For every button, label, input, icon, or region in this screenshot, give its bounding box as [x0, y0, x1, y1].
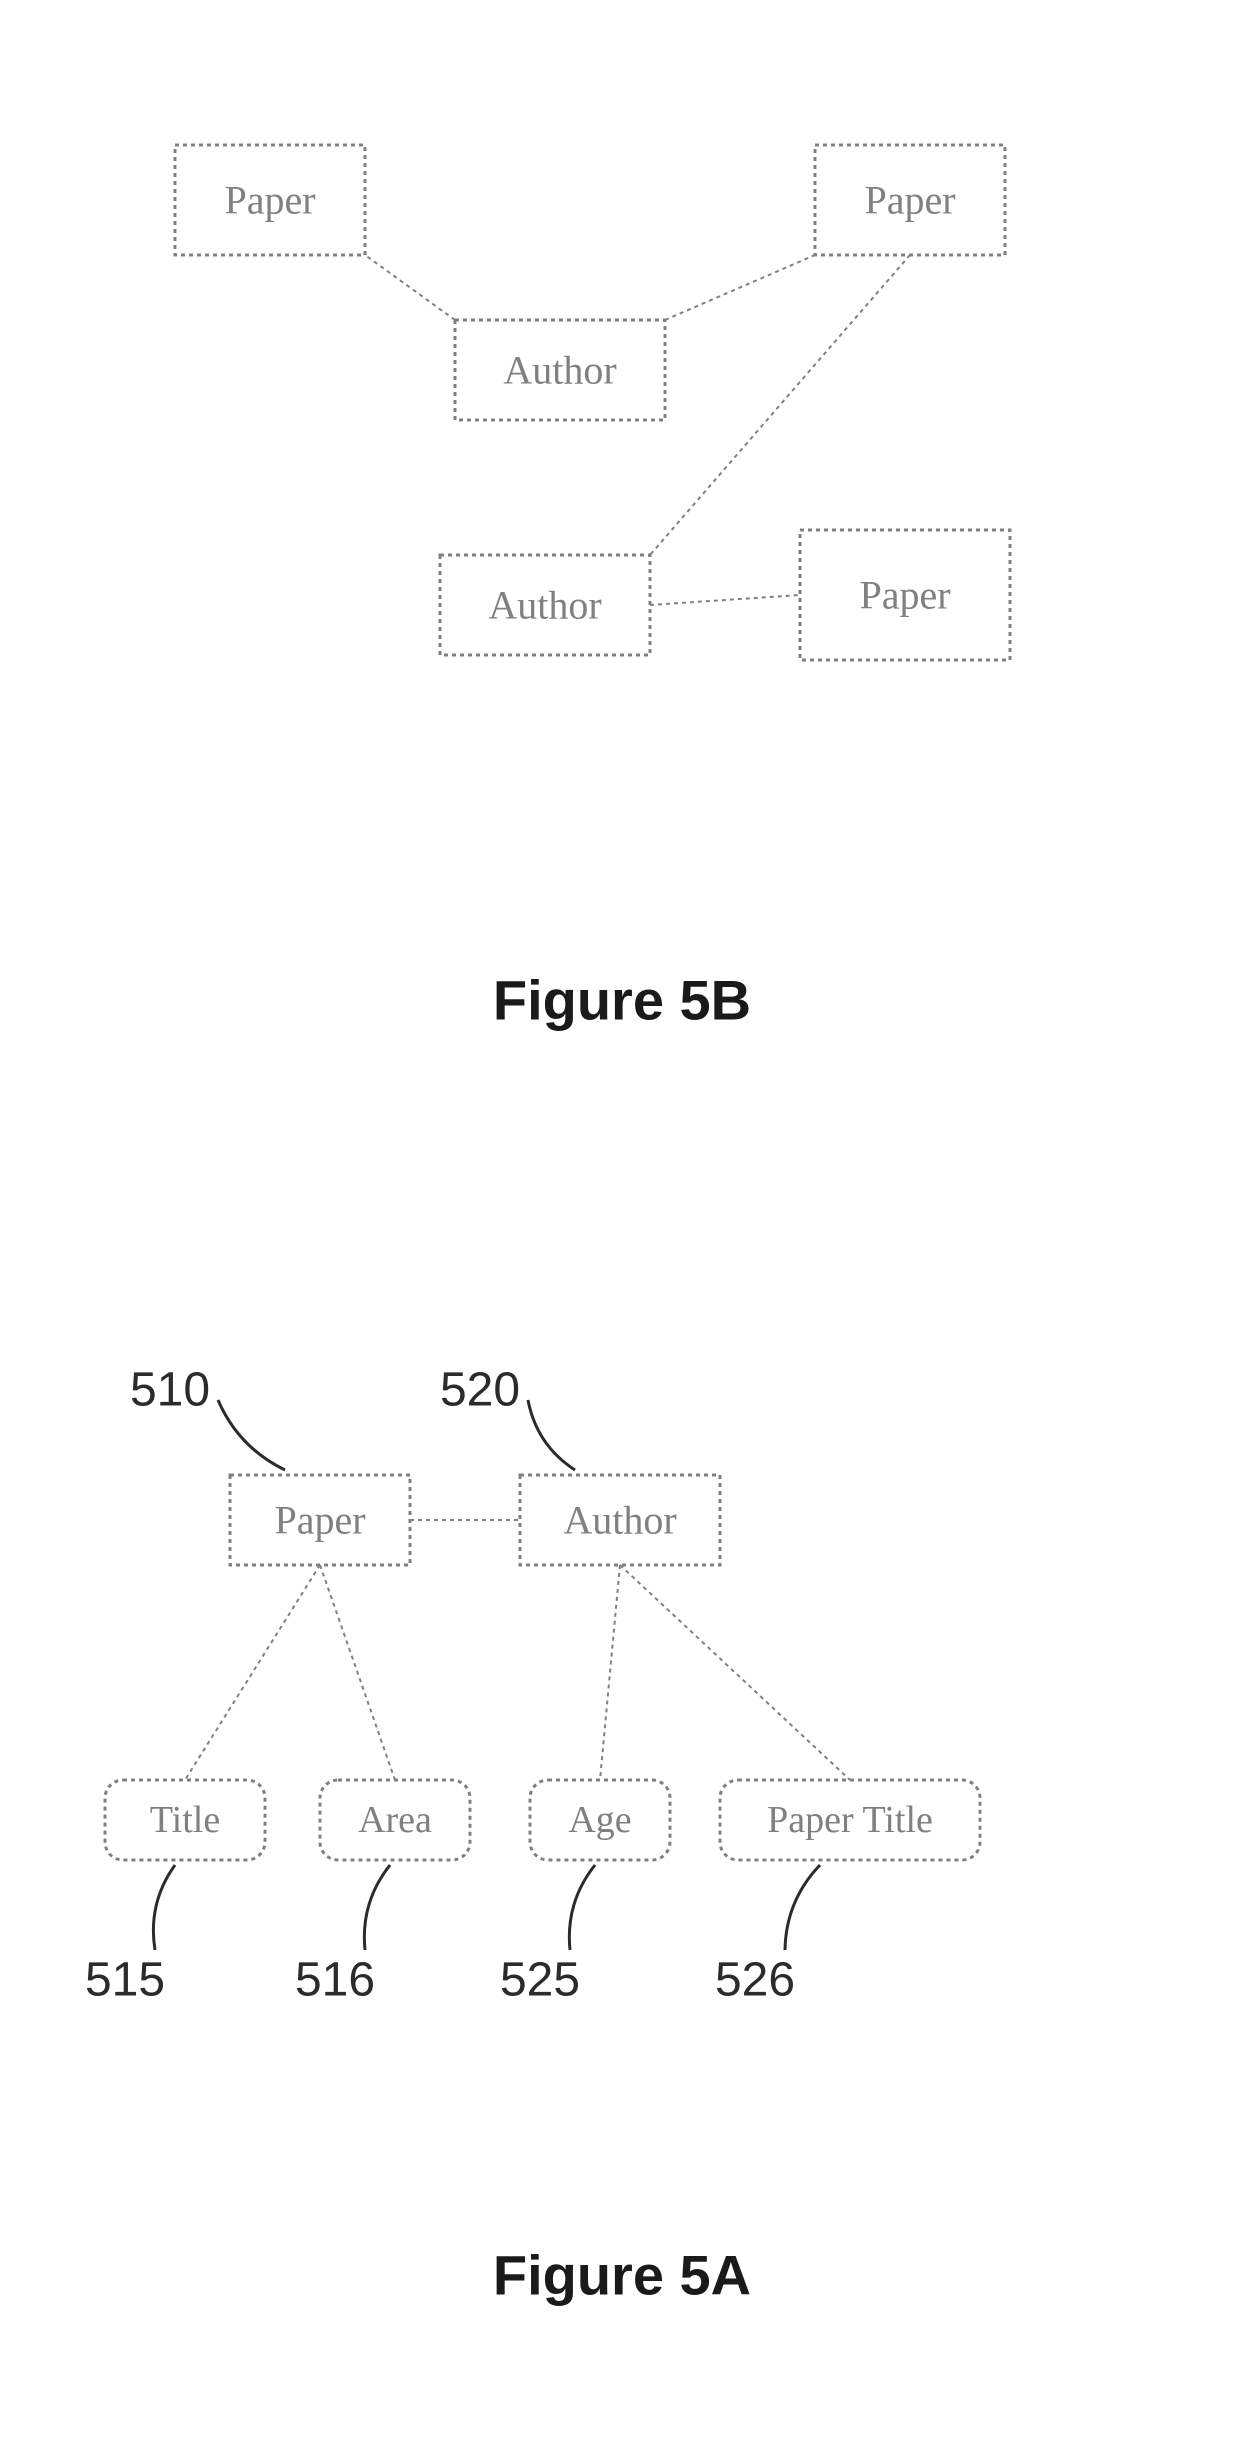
node-label-area: Area: [358, 1799, 432, 1841]
ref-leader-526: [785, 1865, 820, 1950]
ref-label-515: 515: [85, 1954, 165, 2007]
ref-510: 510: [130, 1364, 285, 1471]
edge-authorBL-paperBR: [650, 595, 800, 605]
edges-B: [365, 255, 910, 605]
node-authorBL: Author: [440, 555, 650, 655]
figure-A: Paper Author Title Area Age Paper Title 510 520…: [85, 1364, 980, 2307]
node-label-title: Title: [150, 1799, 220, 1841]
edge-paperTR-authorBL: [650, 255, 910, 555]
node-paperTL: Paper: [175, 145, 365, 255]
ref-525: 525: [500, 1865, 595, 2007]
node-authorMid: Author: [455, 320, 665, 420]
node-paperTR: Paper: [815, 145, 1005, 255]
node-area: Area: [320, 1780, 470, 1860]
ref-leader-516: [364, 1865, 390, 1950]
node-label-authorMid: Author: [503, 348, 616, 393]
caption-B: Figure 5B: [493, 969, 751, 1032]
node-paper: Paper: [230, 1475, 410, 1565]
node-label-paper: Paper: [274, 1498, 365, 1543]
node-paperBR: Paper: [800, 530, 1010, 660]
edge-author-age: [600, 1565, 620, 1780]
ref-520: 520: [440, 1364, 575, 1471]
node-label-age: Age: [568, 1799, 631, 1841]
edge-paper-title: [185, 1565, 320, 1780]
edge-authorMid-paperTR: [665, 255, 815, 320]
ref-leader-510: [218, 1400, 285, 1470]
ref-526: 526: [715, 1865, 820, 2007]
node-age: Age: [530, 1780, 670, 1860]
node-papertitle: Paper Title: [720, 1780, 980, 1860]
figure-B: Paper Paper Author Author Paper Figure 5B: [175, 145, 1010, 1032]
ref-label-526: 526: [715, 1954, 795, 2007]
edge-paper-area: [320, 1565, 395, 1780]
ref-515: 515: [85, 1865, 175, 2007]
ref-label-510: 510: [130, 1364, 210, 1417]
node-label-paperBR: Paper: [859, 573, 950, 618]
ref-label-516: 516: [295, 1954, 375, 2007]
node-label-paperTL: Paper: [224, 178, 315, 223]
node-title: Title: [105, 1780, 265, 1860]
ref-leader-525: [569, 1865, 595, 1950]
ref-516: 516: [295, 1865, 390, 2007]
ref-leader-520: [528, 1400, 575, 1470]
ref-label-525: 525: [500, 1954, 580, 2007]
node-label-author: Author: [563, 1498, 676, 1543]
node-label-papertitle: Paper Title: [767, 1799, 933, 1841]
edge-author-papertitle: [620, 1565, 850, 1780]
caption-A: Figure 5A: [493, 2244, 751, 2307]
node-label-paperTR: Paper: [864, 178, 955, 223]
ref-leader-515: [153, 1865, 175, 1950]
edge-authorMid-paperTL: [365, 255, 455, 320]
node-label-authorBL: Author: [488, 583, 601, 628]
edges-A: [185, 1520, 850, 1780]
ref-label-520: 520: [440, 1364, 520, 1417]
node-author: Author: [520, 1475, 720, 1565]
